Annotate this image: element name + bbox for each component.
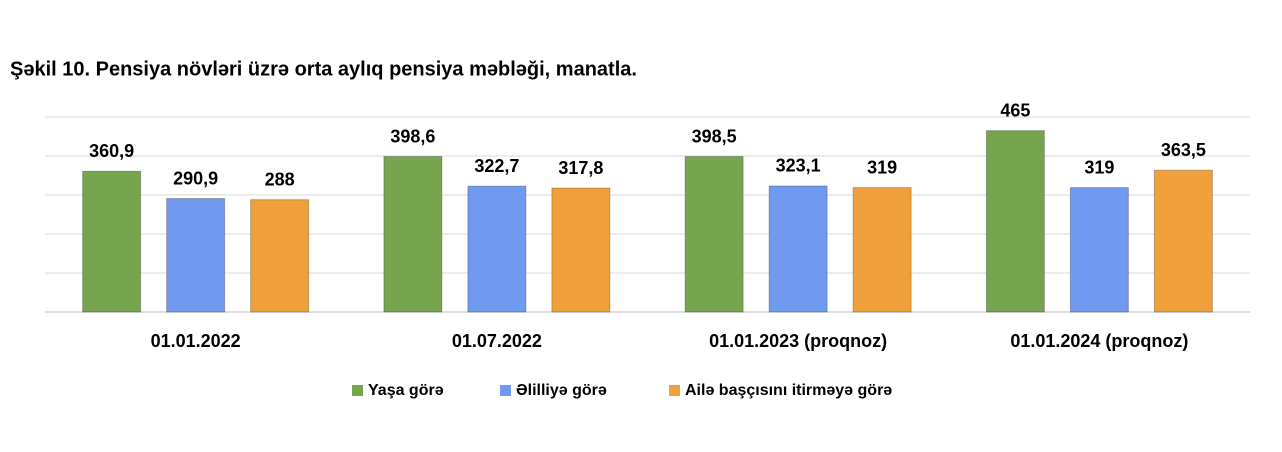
data-label: 398,5 [692, 126, 737, 146]
data-label: 360,9 [89, 141, 134, 161]
legend-label: Yaşa görə [368, 382, 444, 399]
x-tick-label: 01.07.2022 [452, 331, 542, 351]
x-tick-label: 01.01.2024 (proqnoz) [1010, 331, 1188, 351]
data-label: 288 [265, 169, 295, 189]
bar [768, 185, 828, 313]
data-label: 322,7 [474, 156, 519, 176]
data-label: 398,6 [390, 126, 435, 146]
bar [684, 156, 744, 313]
data-label: 323,1 [776, 156, 821, 176]
chart-title: Şəkil 10. Pensiya növləri üzrə orta aylı… [10, 58, 637, 80]
legend-swatch [500, 385, 511, 396]
bar [467, 185, 527, 313]
bar [1069, 187, 1129, 313]
data-label: 363,5 [1161, 140, 1206, 160]
bar [82, 170, 142, 313]
legend-label: Ailə başçısını itirməyə görə [685, 382, 892, 399]
bar [250, 199, 310, 313]
legend-label: Əlilliyə görə [516, 382, 607, 399]
bar [985, 130, 1045, 313]
legend-swatch [669, 385, 680, 396]
data-label: 465 [1000, 100, 1030, 120]
x-tick-label: 01.01.2023 (proqnoz) [709, 331, 887, 351]
x-tick-label: 01.01.2022 [151, 331, 241, 351]
data-label: 319 [867, 157, 897, 177]
bar [1153, 169, 1213, 313]
data-label: 317,8 [558, 158, 603, 178]
bar [852, 187, 912, 313]
legend-swatch [352, 385, 363, 396]
data-label: 319 [1084, 157, 1114, 177]
data-label: 290,9 [173, 168, 218, 188]
bar [551, 187, 611, 313]
bar [166, 198, 226, 313]
bar [383, 156, 443, 313]
